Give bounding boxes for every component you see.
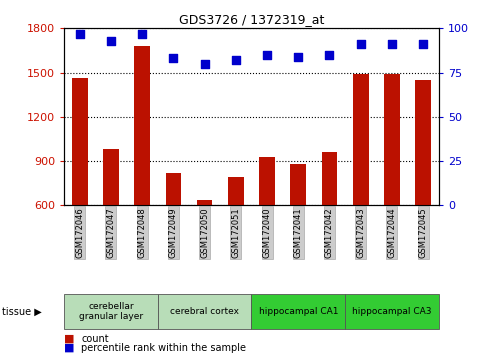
Text: GSM172045: GSM172045 <box>419 207 427 258</box>
Text: GSM172043: GSM172043 <box>356 207 365 258</box>
Point <box>138 31 146 36</box>
Text: percentile rank within the sample: percentile rank within the sample <box>81 343 246 353</box>
Point <box>419 41 427 47</box>
Point <box>325 52 333 58</box>
Point <box>232 57 240 63</box>
Text: ■: ■ <box>64 334 74 344</box>
Point <box>170 56 177 61</box>
Point <box>107 38 115 44</box>
Bar <box>228 177 244 205</box>
Text: GSM172044: GSM172044 <box>387 207 396 258</box>
Bar <box>415 80 431 205</box>
Bar <box>197 200 212 205</box>
Point <box>388 41 396 47</box>
Text: GSM172040: GSM172040 <box>263 207 272 258</box>
Point <box>201 61 209 67</box>
Text: hippocampal CA3: hippocampal CA3 <box>352 307 432 316</box>
Point <box>76 31 84 36</box>
Text: tissue ▶: tissue ▶ <box>2 307 42 316</box>
Text: GSM172051: GSM172051 <box>231 207 240 258</box>
Point <box>263 52 271 58</box>
Text: GSM172046: GSM172046 <box>75 207 84 258</box>
Bar <box>134 46 150 205</box>
Title: GDS3726 / 1372319_at: GDS3726 / 1372319_at <box>179 13 324 26</box>
Point <box>357 41 365 47</box>
Text: cerebellar
granular layer: cerebellar granular layer <box>79 302 143 321</box>
Text: GSM172048: GSM172048 <box>138 207 146 258</box>
Text: GSM172049: GSM172049 <box>169 207 178 258</box>
Bar <box>259 156 275 205</box>
Text: GSM172041: GSM172041 <box>294 207 303 258</box>
Bar <box>353 74 368 205</box>
Bar <box>290 164 306 205</box>
Bar <box>166 173 181 205</box>
Text: count: count <box>81 334 109 344</box>
Bar <box>103 149 119 205</box>
Text: GSM172050: GSM172050 <box>200 207 209 258</box>
Bar <box>321 152 337 205</box>
Text: cerebral cortex: cerebral cortex <box>170 307 239 316</box>
Text: GSM172047: GSM172047 <box>106 207 115 258</box>
Text: GSM172042: GSM172042 <box>325 207 334 258</box>
Bar <box>72 79 88 205</box>
Text: hippocampal CA1: hippocampal CA1 <box>258 307 338 316</box>
Bar <box>384 74 400 205</box>
Text: ■: ■ <box>64 343 74 353</box>
Point <box>294 54 302 59</box>
